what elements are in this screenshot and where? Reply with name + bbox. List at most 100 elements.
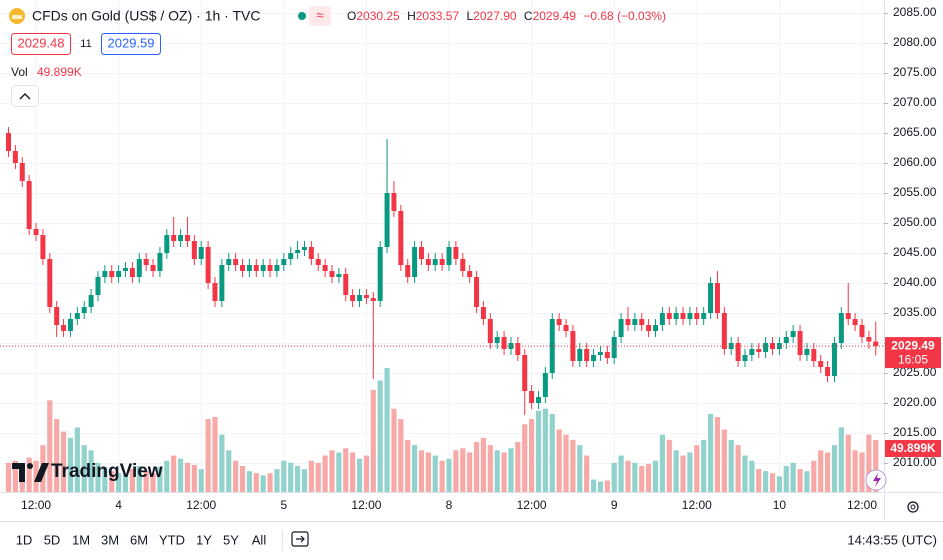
range-button[interactable]: 5Y: [223, 532, 239, 547]
volume-bar: [508, 448, 514, 492]
volume-bar: [129, 469, 135, 492]
volume-bar: [783, 465, 789, 492]
candle-body: [542, 373, 548, 398]
chart-title[interactable]: CFDs on Gold (US$ / OZ) · 1h · TVC: [32, 8, 260, 24]
volume-bar: [281, 460, 287, 492]
volume-bar: [177, 458, 184, 492]
candle-body: [714, 283, 720, 314]
candle-body: [522, 355, 528, 392]
volume-bar: [467, 452, 473, 492]
volume-bar: [246, 471, 253, 492]
candle-body: [184, 235, 190, 242]
range-button[interactable]: 3M: [101, 532, 119, 547]
volume-bar: [673, 450, 679, 492]
candle-body: [591, 355, 597, 362]
candle-body: [735, 343, 741, 362]
settings-button[interactable]: [907, 501, 919, 513]
volume-bar: [831, 445, 838, 492]
volume-bar: [480, 437, 487, 492]
candle-body: [728, 343, 734, 350]
buy-button[interactable]: [101, 33, 161, 55]
candle-body: [825, 367, 831, 377]
volume-bar: [618, 455, 624, 492]
volume-bar: [487, 445, 493, 492]
collapse-button[interactable]: [11, 85, 39, 107]
range-button[interactable]: 1Y: [196, 532, 212, 547]
candle-body: [129, 268, 135, 278]
volume-bar: [790, 462, 796, 492]
candle-body: [384, 193, 390, 248]
date-range-icon: [296, 535, 305, 543]
volume-bar: [577, 445, 583, 492]
volume-bar: [95, 462, 101, 492]
volume-bar: [356, 458, 363, 492]
candle-body: [852, 319, 858, 326]
logo-mark: [34, 463, 49, 482]
volume-bar: [322, 455, 328, 492]
volume-bar: [701, 439, 707, 492]
volume-bar: [535, 410, 542, 492]
volume-bar: [804, 471, 810, 492]
volume-bar: [845, 434, 851, 492]
candle-body: [198, 247, 204, 260]
x-tick-label: 10: [773, 498, 787, 512]
candle-body: [529, 391, 535, 404]
volume-bar: [288, 462, 294, 492]
market-status[interactable]: [298, 12, 306, 20]
candle-body: [171, 235, 177, 242]
range-button[interactable]: 5D: [44, 532, 61, 547]
range-button[interactable]: 1M: [72, 532, 90, 547]
volume-bar: [136, 465, 142, 492]
volume-legend-value: 49.899K: [37, 65, 82, 79]
last-price-label: 2029.49: [891, 338, 935, 352]
candle-body: [412, 247, 418, 278]
candle-body: [776, 343, 782, 350]
date-range-button[interactable]: [291, 531, 309, 547]
y-tick-label: 2045.00: [893, 245, 937, 259]
candle-body: [446, 247, 452, 266]
range-button[interactable]: All: [252, 532, 267, 547]
y-tick-label: 2065.00: [893, 125, 937, 139]
volume-bar: [873, 440, 879, 492]
clock[interactable]: 14:43:55 (UTC): [847, 532, 937, 547]
range-button[interactable]: 6M: [130, 532, 148, 547]
volume-bar: [584, 455, 590, 492]
volume-bar: [336, 452, 342, 492]
candle-body: [584, 349, 590, 362]
volume-bar: [294, 465, 301, 492]
x-tick-label: 12:00: [847, 498, 877, 512]
candle-body: [639, 319, 645, 326]
volume-bar: [818, 450, 824, 492]
y-tick-label: 2010.00: [893, 455, 937, 469]
x-tick-label: 5: [280, 498, 287, 512]
candle-body: [845, 313, 851, 320]
sell-button[interactable]: [11, 33, 71, 55]
volume-bar: [811, 460, 817, 492]
candle-body: [453, 247, 459, 260]
candle-body: [646, 325, 652, 332]
volume-bar: [824, 452, 831, 492]
volume-bar: [666, 439, 672, 492]
logo: TradingView: [12, 461, 163, 482]
data-mode-button[interactable]: [309, 6, 331, 26]
candle-body: [102, 271, 108, 278]
candle-body: [632, 319, 638, 326]
volume-bar: [343, 448, 349, 492]
range-button[interactable]: YTD: [159, 532, 185, 547]
candle-body: [40, 235, 46, 260]
volume-bar: [350, 452, 356, 492]
range-button[interactable]: 1D: [16, 532, 33, 547]
volume-bar: [67, 437, 74, 492]
volume-bar: [122, 474, 129, 492]
candle-body: [570, 331, 576, 362]
candle-body: [363, 295, 369, 299]
candle-body: [770, 343, 776, 350]
volume-bar: [26, 457, 32, 492]
volume-bar: [549, 413, 555, 492]
candle-body: [625, 319, 631, 326]
candle-body: [673, 313, 679, 320]
volume-bar: [639, 465, 645, 492]
candle-body: [859, 325, 865, 338]
data-mode-icon: ≈: [316, 7, 323, 22]
